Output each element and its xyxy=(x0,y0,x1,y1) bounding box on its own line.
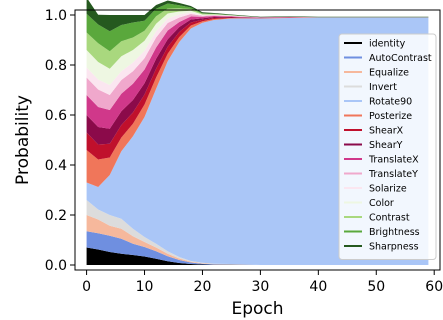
x-tick-label: 0 xyxy=(82,279,91,295)
y-tick-label: 0.4 xyxy=(45,158,67,174)
y-axis-ticks: 0.0 0.2 0.4 0.6 0.8 1.0 xyxy=(45,8,75,274)
legend-label-contrast: Contrast xyxy=(369,213,410,224)
x-tick-label: 10 xyxy=(136,279,154,295)
plot-frame xyxy=(74,9,441,271)
legend-label-sharpness: Sharpness xyxy=(369,242,419,253)
legend-label-identity: identity xyxy=(369,39,406,50)
y-tick-label: 0.0 xyxy=(45,258,67,274)
area-identity xyxy=(86,247,429,265)
x-tick-label: 60 xyxy=(425,279,443,295)
legend-label-solarize: Solarize xyxy=(369,184,407,195)
legend-label-autocontrast: AutoContrast xyxy=(369,53,432,64)
legend-box xyxy=(338,33,437,260)
y-tick-label: 1.0 xyxy=(45,8,67,24)
y-tick-label: 0.6 xyxy=(45,108,67,124)
x-tick-label: 50 xyxy=(367,279,385,295)
legend-label-equalize: Equalize xyxy=(369,68,409,79)
legend-label-color: Color xyxy=(369,198,394,209)
x-axis-ticks: 0 10 20 30 40 50 60 xyxy=(82,270,443,295)
legend-label-translatex: TranslateX xyxy=(368,155,419,166)
legend: identity AutoContrast Equalize Invert Rotate… xyxy=(338,33,437,260)
legend-label-posterize: Posterize xyxy=(369,111,412,122)
legend-label-shearx: ShearX xyxy=(369,126,404,137)
legend-label-sheary: ShearY xyxy=(369,140,403,151)
y-tick-label: 0.8 xyxy=(45,58,67,74)
legend-label-rotate90: Rotate90 xyxy=(369,97,412,108)
y-axis-label: Probability xyxy=(13,95,33,185)
y-tick-label: 0.2 xyxy=(45,208,67,224)
x-tick-label: 20 xyxy=(194,279,212,295)
x-tick-label: 30 xyxy=(251,279,269,295)
legend-label-translatey: TranslateY xyxy=(368,169,418,180)
x-axis-label: Epoch xyxy=(231,299,283,319)
legend-label-invert: Invert xyxy=(369,82,397,93)
legend-label-brightness: Brightness xyxy=(369,227,420,238)
x-tick-label: 40 xyxy=(309,279,327,295)
